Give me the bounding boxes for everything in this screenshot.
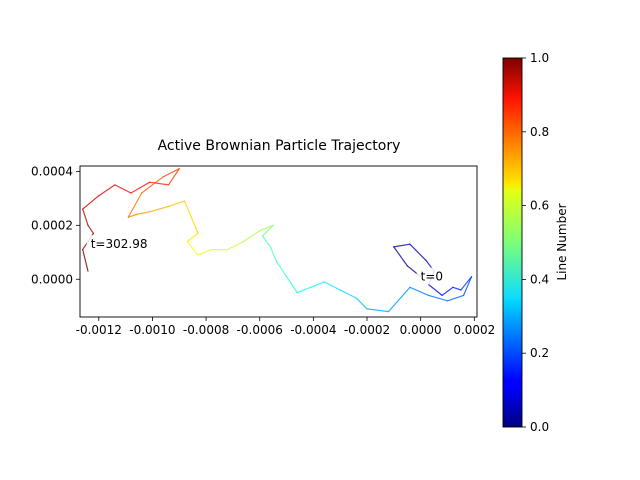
trajectory-segment bbox=[409, 286, 430, 296]
trajectory-segment bbox=[130, 181, 151, 194]
trajectory-segment bbox=[366, 308, 390, 313]
plot-area: -0.0012 -0.0010 -0.0008 -0.0006 -0.0004 -0.00… bbox=[31, 164, 495, 337]
trajectory-segment bbox=[269, 246, 277, 261]
trajectory-segment bbox=[261, 235, 272, 248]
trajectory-segment bbox=[162, 168, 180, 178]
colorbar-tick-label: 1.0 bbox=[530, 51, 549, 65]
trajectory-segment bbox=[355, 297, 368, 310]
trajectory-segment bbox=[387, 286, 411, 313]
x-tick-label: 0.0002 bbox=[453, 323, 495, 337]
x-tick-label: 0.0000 bbox=[400, 323, 442, 337]
y-tick-label: 0.0000 bbox=[31, 272, 73, 286]
trajectory-segment bbox=[82, 249, 89, 272]
trajectory-segment bbox=[310, 281, 325, 288]
trajectory-segment bbox=[141, 176, 164, 194]
x-tick-label: -0.0010 bbox=[129, 323, 175, 337]
trajectory-segment bbox=[167, 168, 180, 186]
trajectory-segment bbox=[226, 240, 245, 251]
trajectory-segment bbox=[135, 211, 151, 216]
trajectory-segment bbox=[285, 276, 298, 294]
annotations: t=0 t=302.98 bbox=[86, 235, 447, 285]
y-tick-label: 0.0002 bbox=[31, 218, 73, 232]
trajectory-segment bbox=[463, 276, 473, 296]
x-tick-label: -0.0006 bbox=[237, 323, 283, 337]
colorbar-tick-label: 0.2 bbox=[530, 346, 549, 360]
annotation-label: t=0 bbox=[421, 270, 443, 284]
trajectory-segment bbox=[82, 195, 100, 210]
trajectory-segment bbox=[339, 289, 357, 299]
chart-title: Active Brownian Particle Trajectory bbox=[158, 138, 401, 154]
trajectory-segment bbox=[149, 205, 170, 213]
trajectory-segment bbox=[428, 294, 449, 302]
trajectory-segment bbox=[184, 200, 199, 234]
trajectory-segment bbox=[452, 286, 462, 291]
colorbar-tick-label: 0.8 bbox=[530, 125, 549, 139]
colorbar-tick-label: 0.6 bbox=[530, 199, 549, 213]
trajectory-segment bbox=[82, 208, 89, 226]
x-tick-label: -0.0008 bbox=[183, 323, 229, 337]
colorbar-tick-label: 0.4 bbox=[530, 272, 549, 286]
trajectory-segment bbox=[167, 200, 186, 207]
trajectory-segment bbox=[428, 284, 443, 296]
annotation-box bbox=[416, 267, 447, 285]
trajectory-segment bbox=[186, 240, 199, 256]
trajectory-segment bbox=[409, 243, 427, 261]
trajectory-segment bbox=[441, 286, 454, 296]
trajectory-segment bbox=[460, 276, 473, 291]
trajectory-segment bbox=[393, 246, 408, 267]
trajectory-segment bbox=[186, 232, 199, 243]
x-tick-label: -0.0002 bbox=[344, 323, 390, 337]
x-tick-label: -0.0012 bbox=[76, 323, 122, 337]
y-axis: 0.0000 0.0002 0.0004 bbox=[31, 164, 80, 286]
x-tick-label: -0.0004 bbox=[290, 323, 336, 337]
trajectory-segment bbox=[261, 230, 269, 237]
trajectory-segment bbox=[98, 184, 116, 197]
trajectory-segment bbox=[197, 249, 212, 256]
trajectory-segment bbox=[446, 294, 465, 302]
colorbar-gradient bbox=[502, 57, 523, 428]
trajectory-segment bbox=[127, 192, 143, 218]
trajectory-segment bbox=[259, 224, 274, 232]
trajectory-segment bbox=[127, 213, 137, 218]
trajectory-segment bbox=[393, 243, 411, 248]
trajectory-segment bbox=[149, 181, 170, 186]
x-axis: -0.0012 -0.0010 -0.0008 -0.0006 -0.0004 -0.00… bbox=[76, 317, 495, 337]
trajectory-segment bbox=[87, 224, 95, 234]
colorbar: 0.0 0.2 0.4 0.6 0.8 1.0 Line Number bbox=[502, 51, 569, 434]
trajectory-segment bbox=[323, 281, 341, 291]
trajectory-segment bbox=[243, 230, 261, 243]
colorbar-ticks: 0.0 0.2 0.4 0.6 0.8 1.0 bbox=[522, 51, 549, 434]
colorbar-tick-label: 0.0 bbox=[530, 420, 549, 434]
axes-frame bbox=[79, 165, 478, 318]
annotation-label: t=302.98 bbox=[91, 237, 148, 251]
annotation-box bbox=[86, 235, 153, 253]
trajectory-segment bbox=[114, 184, 132, 194]
trajectory-segment bbox=[275, 259, 288, 278]
y-tick-label: 0.0004 bbox=[31, 164, 73, 178]
colorbar-label: Line Number bbox=[555, 203, 569, 280]
trajectory-segment bbox=[296, 286, 312, 294]
trajectory bbox=[82, 168, 473, 313]
